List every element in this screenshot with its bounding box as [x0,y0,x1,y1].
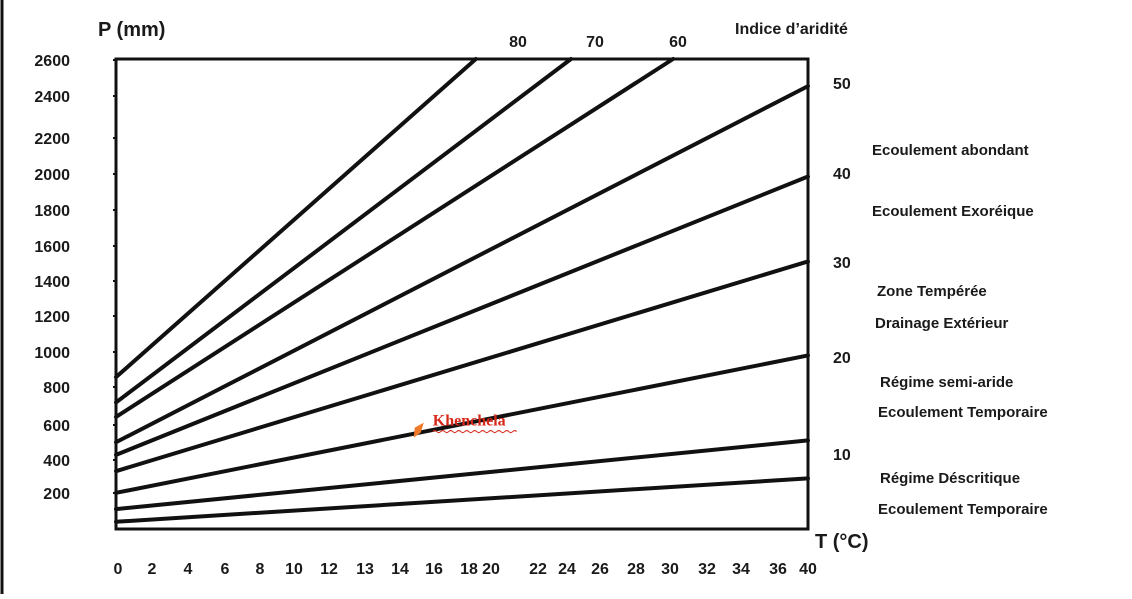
y-tick-label: 1200 [34,309,70,326]
y-tick-label: 2200 [34,131,70,148]
series-line-9 [114,476,810,524]
khenchela-underline [432,430,518,434]
series-line-4 [114,84,810,445]
series-line-8 [114,438,810,512]
x-tick-label: 32 [698,561,716,578]
x-tick-label: 4 [184,561,193,578]
y-tick-label: 400 [43,453,70,470]
x-axis-title: T (°C) [815,531,869,553]
plot-frame [114,57,810,531]
zone-label: Ecoulement Temporaire [878,501,1048,518]
top-line-label: 60 [669,34,687,51]
right-axis-title: Indice d’aridité [735,21,848,38]
zone-label: Ecoulement Temporaire [878,404,1048,421]
khenchela-marker [413,422,424,438]
x-tick-label: 2 [148,561,157,578]
series-line-6 [114,259,810,474]
series-line-5 [114,174,810,457]
x-tick-label: 14 [391,561,409,578]
x-tick-label: 10 [285,561,303,578]
x-tick-label: 30 [661,561,679,578]
x-tick-label: 18 [460,561,478,578]
right-axis-tick-label: 30 [833,255,851,272]
y-axis-title: P (mm) [98,19,165,41]
series-group [114,57,810,524]
x-tick-label: 26 [591,561,609,578]
y-tick-label: 2400 [34,89,70,106]
y-tick-label: 200 [43,486,70,503]
right-axis-tick-label: 40 [833,166,851,183]
series-line-3 [114,57,676,419]
labels-group: P (mm) T (°C) Indice d’aridité Ecoulement a… [98,19,1048,553]
zone-label: Ecoulement abondant [872,142,1029,159]
zone-label: Drainage Extérieur [875,315,1009,332]
y-tick-label: 1400 [34,274,70,291]
x-tick-label: 36 [769,561,787,578]
x-tick-label: 40 [799,561,817,578]
right-axis-tick-label: 50 [833,76,851,93]
x-tick-label: 13 [356,561,374,578]
y-tick-label: 1000 [34,345,70,362]
y-tick-label: 1800 [34,203,70,220]
x-tick-label: 34 [732,561,750,578]
khenchela-label: Khenchela [433,413,506,430]
x-tick-label: 8 [256,561,265,578]
right-axis-tick-label: 20 [833,350,851,367]
zone-label: Zone Tempérée [877,283,987,300]
x-tick-label: 28 [627,561,645,578]
x-tick-label: 6 [221,561,230,578]
zone-label: Régime Déscritique [880,470,1020,487]
x-tick-label: 24 [558,561,576,578]
zone-label: Ecoulement Exoréique [872,203,1034,220]
y-tick-label: 800 [43,380,70,397]
x-tick-label: 22 [529,561,547,578]
y-tick-label: 600 [43,418,70,435]
series-line-7 [114,353,810,495]
top-line-label: 70 [586,34,604,51]
x-tick-label: 20 [482,561,500,578]
right-axis-tick-label: 10 [833,447,851,464]
x-tick-label: 0 [114,561,123,578]
top-line-label: 80 [509,34,527,51]
x-tick-label: 12 [320,561,338,578]
zone-label: Régime semi-aride [880,374,1013,391]
series-line-1 [114,57,478,380]
series-line-2 [114,57,573,405]
x-tick-label: 16 [425,561,443,578]
ticks-group: 0 2 4 6 8 10 12 13 14 16 18 20 22 24 26 28 30 32 34 36 40200… [34,34,850,578]
y-tick-label: 1600 [34,239,70,256]
y-tick-label: 2000 [34,167,70,184]
y-tick-label: 2600 [34,53,70,70]
